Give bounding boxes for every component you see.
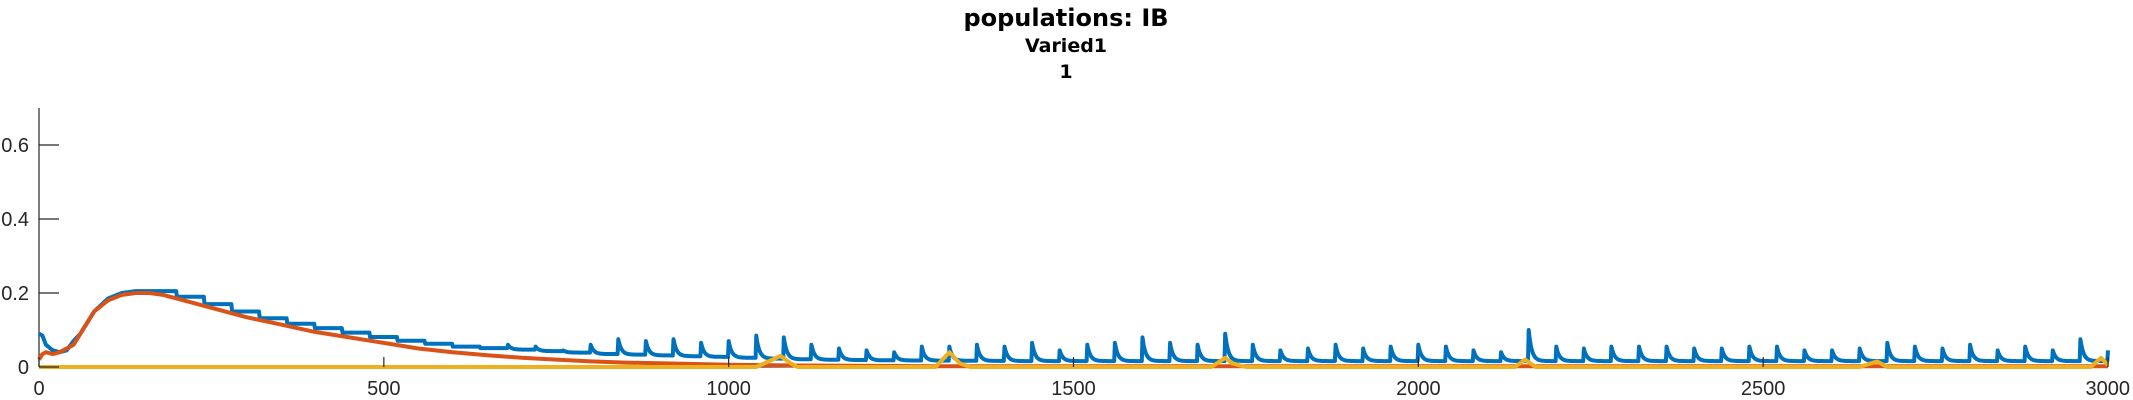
x-tick-label: 2000 [1396, 378, 1441, 400]
y-tick-label: 0.6 [1, 135, 29, 157]
chart-subtitle-2: 1 [1059, 61, 1072, 83]
chart-subtitle-1: Varied1 [1025, 35, 1107, 57]
x-tick-label: 2500 [1741, 378, 1786, 400]
series-layer [37, 289, 2110, 369]
x-tick-label: 1000 [706, 378, 751, 400]
x-tick-label: 500 [367, 378, 400, 400]
y-tick-label: 0 [18, 357, 29, 379]
y-tick-label: 0.4 [1, 209, 29, 231]
y-tick-label: 0.2 [1, 283, 29, 305]
series-line-blue [37, 289, 2110, 364]
axes [38, 108, 2108, 368]
x-tick-label: 0 [33, 378, 44, 400]
series-line-yellow [39, 350, 2110, 369]
tick-layer: 0 500 1000 1500 2000 2500 3000 0 0.2 0.4 0.6 [1, 135, 2130, 400]
series-line-orange [37, 291, 2108, 369]
x-tick-label: 3000 [2086, 378, 2131, 400]
chart-title: populations: IB [963, 4, 1168, 32]
x-tick-label: 1500 [1051, 378, 1096, 400]
